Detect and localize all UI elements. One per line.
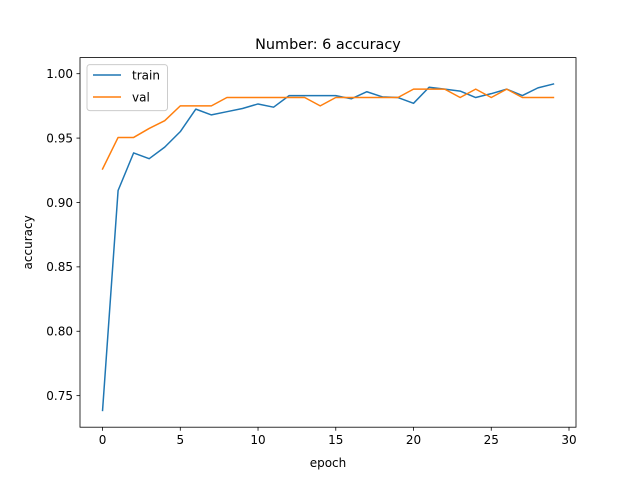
plot-frame (79, 57, 577, 428)
legend-label-val: val (132, 90, 150, 104)
legend: train val (86, 64, 168, 112)
y-tick-label: 0.75 (46, 389, 73, 403)
x-tick-label: 25 (484, 433, 499, 447)
series-line-train (101, 83, 555, 412)
x-axis-label: epoch (310, 456, 347, 470)
series-lines (101, 83, 555, 412)
y-tick-label: 1.00 (46, 67, 73, 81)
y-axis-label: accuracy (21, 215, 35, 269)
y-axis-ticks: 0.75 0.80 0.85 0.90 0.95 1.00 (46, 67, 80, 403)
x-axis-ticks: 0 5 10 15 20 25 30 (99, 427, 577, 447)
y-tick-label: 0.95 (46, 131, 73, 145)
legend-label-train: train (132, 68, 160, 82)
chart-title: Number: 6 accuracy (255, 37, 401, 53)
x-tick-label: 10 (250, 433, 265, 447)
y-tick-label: 0.90 (46, 196, 73, 210)
series-line-val (101, 88, 555, 171)
x-tick-label: 30 (561, 433, 576, 447)
legend-box (86, 64, 168, 112)
y-tick-label: 0.80 (46, 325, 73, 339)
x-tick-label: 0 (99, 433, 107, 447)
x-tick-label: 15 (328, 433, 343, 447)
x-tick-label: 5 (176, 433, 184, 447)
x-tick-label: 20 (406, 433, 421, 447)
y-tick-label: 0.85 (46, 260, 73, 274)
